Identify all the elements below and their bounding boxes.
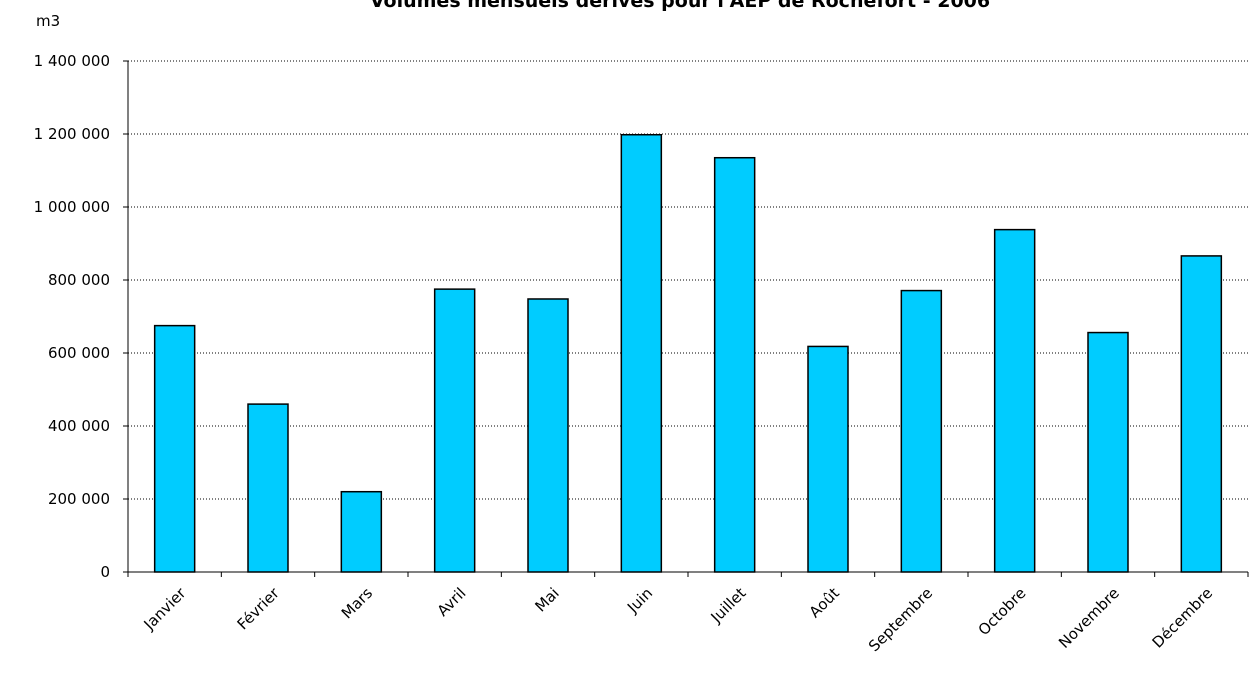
axes (123, 60, 1249, 577)
y-tick-label: 1 200 000 (34, 125, 110, 143)
y-tick-label: 800 000 (48, 271, 110, 289)
x-tick-label: Avril (434, 584, 470, 620)
y-tick-label: 200 000 (48, 490, 110, 508)
x-tick-label: Janvier (140, 584, 190, 634)
y-tick-label: 1 000 000 (34, 198, 110, 216)
y-tick-labels: 0 200 000 400 000 600 000 800 000 1 000 000 1 … (34, 52, 110, 581)
bar (713, 156, 756, 573)
x-tick-label: Mai (531, 584, 562, 615)
chart-title: Volumes mensuels dérivés pour l'AEP de R… (370, 0, 990, 12)
x-tick-label: Février (234, 584, 284, 634)
bar (620, 133, 663, 573)
gridlines (128, 60, 1248, 500)
y-tick-label: 400 000 (48, 417, 110, 435)
x-tick-label: Septembre (865, 584, 936, 655)
bar (247, 403, 289, 573)
bars (153, 133, 1223, 573)
x-tick-label: Octobre (975, 584, 1030, 639)
x-tick-labels: Janvier Février Mars Avril Mai Juin Juillet Aoû… (140, 584, 1217, 656)
y-tick-label: 600 000 (48, 344, 110, 362)
bar (153, 324, 196, 573)
bar (993, 228, 1036, 573)
y-tick-label: 0 (100, 563, 110, 581)
x-tick-label: Novembre (1055, 584, 1123, 652)
bar (900, 289, 943, 573)
bar (1087, 331, 1129, 573)
y-tick-label: 1 400 000 (34, 52, 110, 70)
bar (340, 490, 383, 573)
bar (1180, 255, 1223, 573)
bar (527, 298, 569, 573)
x-tick-label: Mars (338, 584, 376, 622)
bar (433, 288, 476, 573)
x-tick-label: Juin (623, 584, 656, 617)
x-tick-label: Décembre (1149, 584, 1217, 652)
x-tick-label: Août (806, 584, 843, 621)
y-axis-unit-label: m3 (36, 12, 60, 30)
bar (807, 345, 849, 573)
x-tick-label: Juillet (707, 584, 750, 627)
